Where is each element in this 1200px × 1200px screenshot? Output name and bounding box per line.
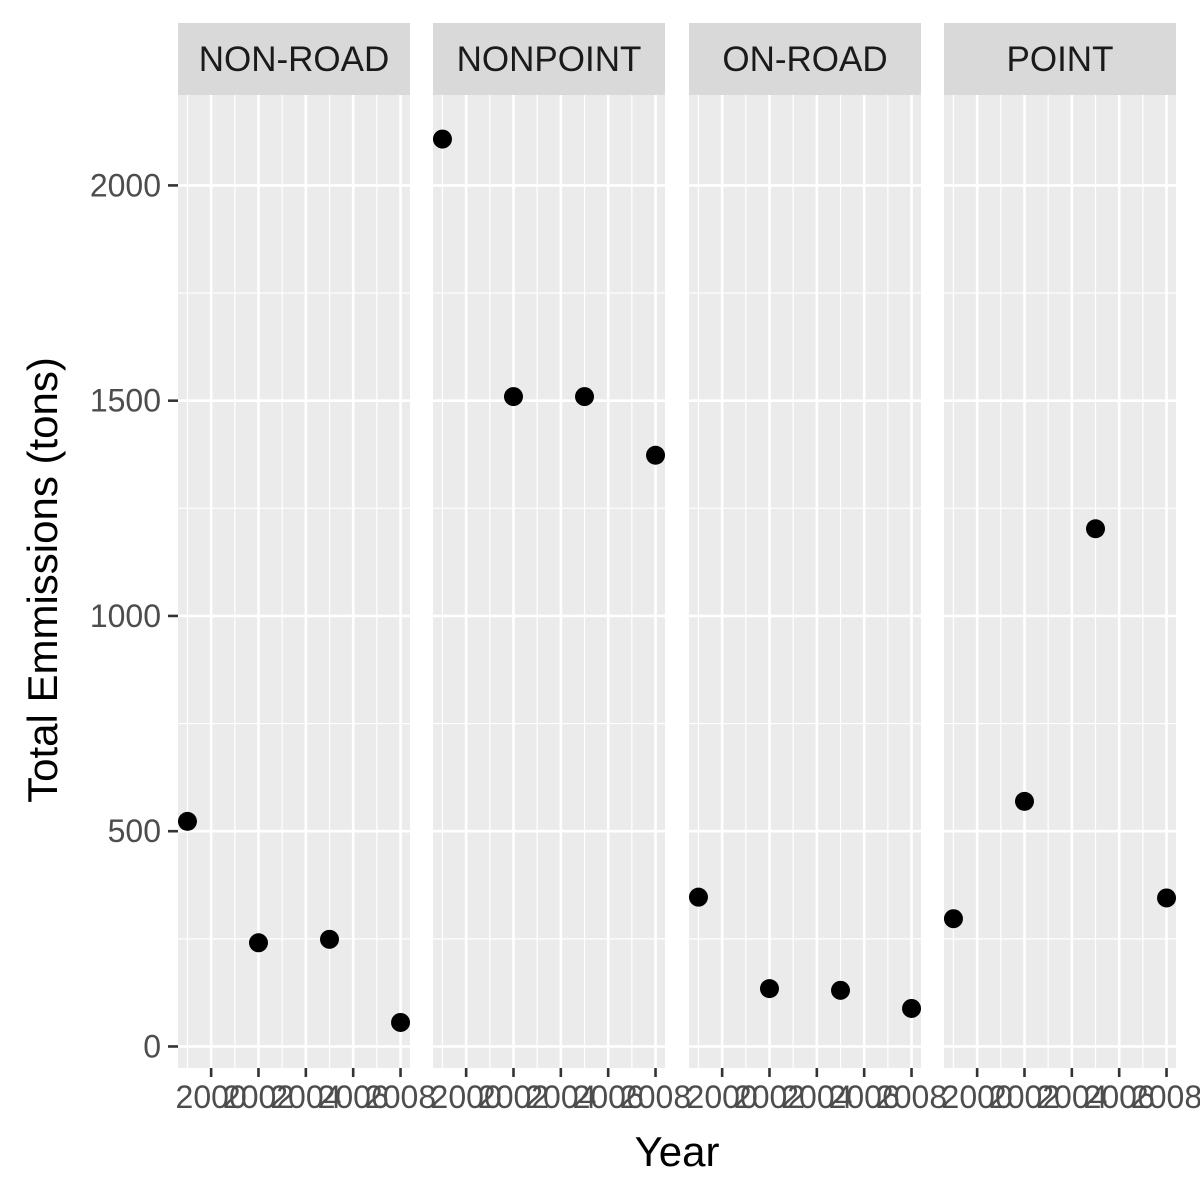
data-point <box>248 933 268 953</box>
y-tick-label: 1500 <box>90 383 161 419</box>
y-tick-label: 2000 <box>90 167 161 203</box>
data-point <box>831 980 851 1000</box>
data-point <box>503 387 523 407</box>
panel-background <box>433 95 665 1068</box>
x-tick-label: 2008 <box>1131 1079 1200 1115</box>
data-point <box>943 909 963 929</box>
data-point <box>902 998 922 1018</box>
x-tick-label: 2000 <box>176 1079 247 1115</box>
x-tick-label: 2000 <box>431 1079 502 1115</box>
facet-strip <box>689 23 921 95</box>
y-axis: 0 500 1000 1500 2000 <box>90 167 178 1064</box>
data-point <box>1157 888 1177 908</box>
panel-background <box>689 95 921 1068</box>
facet-strip <box>433 23 665 95</box>
facet-strip-label: NON-ROAD <box>199 40 390 79</box>
facet-strip-label: POINT <box>1007 40 1114 79</box>
gridlines <box>689 95 921 1068</box>
gridlines <box>433 95 665 1068</box>
x-tick-label: 2002 <box>734 1079 805 1115</box>
x-tick-label: 2006 <box>1084 1079 1155 1115</box>
y-axis-title: Total Emmissions (tons) <box>19 357 66 803</box>
facet-panels: NON-ROAD20002002200420062008NONPOINT2000… <box>176 23 1200 1115</box>
x-tick-label: 2000 <box>687 1079 758 1115</box>
x-tick-label: 2002 <box>989 1079 1060 1115</box>
facet-strip <box>944 23 1176 95</box>
data-point <box>575 387 595 407</box>
y-tick-label: 1000 <box>90 598 161 634</box>
x-tick-label: 2004 <box>525 1079 596 1115</box>
data-point <box>320 929 340 949</box>
x-tick-label: 2000 <box>942 1079 1013 1115</box>
gridlines <box>944 95 1176 1068</box>
x-tick-label: 2008 <box>620 1079 691 1115</box>
panel-background <box>178 95 410 1068</box>
x-tick-label: 2004 <box>1036 1079 1107 1115</box>
x-axis-title: Year <box>635 1128 720 1175</box>
x-tick-label: 2002 <box>223 1079 294 1115</box>
x-tick-label: 2004 <box>270 1079 341 1115</box>
data-point <box>1014 791 1034 811</box>
x-tick-label: 2006 <box>573 1079 644 1115</box>
data-point <box>432 129 452 149</box>
x-tick-label: 2002 <box>478 1079 549 1115</box>
x-tick-label: 2006 <box>829 1079 900 1115</box>
gridlines <box>178 95 410 1068</box>
x-tick-label: 2004 <box>781 1079 852 1115</box>
data-point <box>688 887 708 907</box>
x-tick-label: 2008 <box>365 1079 436 1115</box>
facet-strip-label: NONPOINT <box>457 40 642 79</box>
facet-strip <box>178 23 410 95</box>
data-point <box>646 445 666 465</box>
data-point <box>1086 519 1106 539</box>
data-point <box>391 1012 411 1032</box>
panel-background <box>944 95 1176 1068</box>
y-tick-label: 0 <box>143 1028 161 1064</box>
x-tick-label: 2008 <box>876 1079 947 1115</box>
y-tick-label: 500 <box>108 813 161 849</box>
data-point <box>759 979 779 999</box>
facet-strip-label: ON-ROAD <box>722 40 887 79</box>
data-point <box>177 811 197 831</box>
x-tick-label: 2006 <box>318 1079 389 1115</box>
